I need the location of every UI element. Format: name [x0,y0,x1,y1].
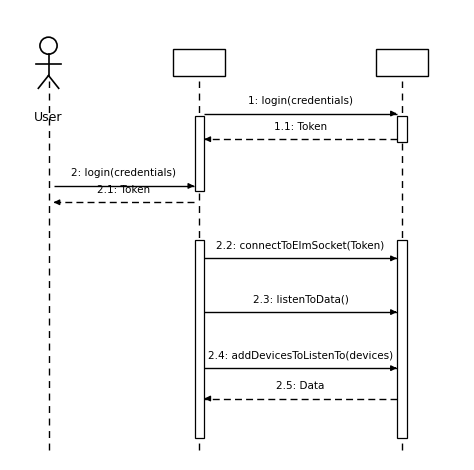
Bar [195,116,204,191]
Text: 2.5: Data: 2.5: Data [276,381,325,391]
Text: User: User [34,111,63,124]
Bar [376,48,428,76]
Text: 2: login(credentials): 2: login(credentials) [72,168,176,179]
Text: 2.1: Token: 2.1: Token [97,185,150,195]
Text: Server: Server [179,55,220,69]
Bar [397,240,407,438]
Bar [173,48,225,76]
Bar [195,240,204,438]
Text: 1.1: Token: 1.1: Token [274,122,327,132]
Text: ELM: ELM [389,55,415,69]
Text: 2.4: addDevicesToListenTo(devices): 2.4: addDevicesToListenTo(devices) [208,351,393,360]
Text: 2.2: connectToElmSocket(Token): 2.2: connectToElmSocket(Token) [217,241,385,251]
Text: 1: login(credentials): 1: login(credentials) [248,96,353,106]
Text: 2.3: listenToData(): 2.3: listenToData() [253,295,348,305]
Bar [397,116,407,141]
